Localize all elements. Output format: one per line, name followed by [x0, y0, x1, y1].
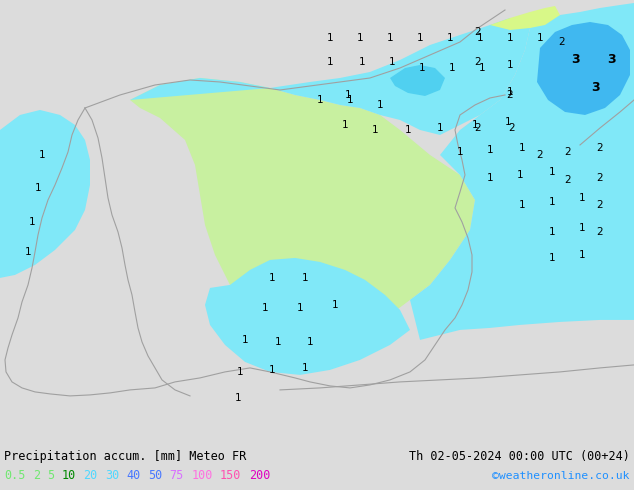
Text: 1: 1 — [548, 197, 555, 207]
Polygon shape — [0, 110, 90, 278]
Text: 1: 1 — [507, 33, 514, 43]
Text: 1: 1 — [29, 217, 36, 227]
Text: 1: 1 — [437, 123, 443, 133]
Text: ©weatheronline.co.uk: ©weatheronline.co.uk — [493, 471, 630, 481]
Text: 1: 1 — [327, 57, 333, 67]
Text: 1: 1 — [579, 193, 585, 203]
Text: 1: 1 — [548, 253, 555, 263]
Polygon shape — [130, 78, 475, 340]
Text: 2: 2 — [559, 37, 566, 47]
Text: 1: 1 — [307, 337, 313, 347]
Text: 1: 1 — [505, 117, 511, 127]
Text: 1: 1 — [372, 125, 378, 135]
Text: 1: 1 — [477, 33, 483, 43]
Text: 1: 1 — [275, 337, 281, 347]
Text: Th 02-05-2024 00:00 UTC (00+24): Th 02-05-2024 00:00 UTC (00+24) — [409, 450, 630, 463]
Text: 1: 1 — [235, 393, 242, 403]
Polygon shape — [410, 3, 634, 340]
Text: 1: 1 — [519, 143, 526, 153]
Polygon shape — [0, 0, 634, 446]
Text: 2: 2 — [33, 469, 40, 483]
Text: 200: 200 — [249, 469, 270, 483]
Text: 1: 1 — [417, 33, 424, 43]
Text: 1: 1 — [35, 183, 41, 193]
Text: 2: 2 — [597, 227, 604, 237]
Text: 5: 5 — [47, 469, 55, 483]
Text: 1: 1 — [359, 57, 365, 67]
Text: 1: 1 — [517, 170, 523, 180]
Polygon shape — [537, 22, 630, 115]
Text: 1: 1 — [472, 120, 478, 130]
Text: 20: 20 — [83, 469, 98, 483]
Text: 1: 1 — [317, 95, 323, 105]
Text: 3: 3 — [571, 53, 579, 67]
Text: 1: 1 — [579, 250, 585, 260]
Text: 1: 1 — [377, 100, 384, 110]
Text: 2: 2 — [597, 200, 604, 210]
Text: 1: 1 — [347, 95, 353, 105]
Text: 1: 1 — [487, 145, 493, 155]
Text: 1: 1 — [269, 273, 275, 283]
Text: 1: 1 — [302, 363, 308, 373]
Text: 1: 1 — [519, 200, 526, 210]
Polygon shape — [205, 258, 410, 375]
Text: 0.5: 0.5 — [4, 469, 25, 483]
Text: 1: 1 — [447, 33, 453, 43]
Text: 2: 2 — [565, 147, 571, 157]
Polygon shape — [390, 65, 445, 96]
Text: 100: 100 — [191, 469, 212, 483]
Text: 1: 1 — [387, 33, 393, 43]
Text: Precipitation accum. [mm] Meteo FR: Precipitation accum. [mm] Meteo FR — [4, 450, 246, 463]
Text: 2: 2 — [565, 175, 571, 185]
Text: 1: 1 — [456, 147, 463, 157]
Polygon shape — [490, 6, 560, 30]
Text: 30: 30 — [105, 469, 119, 483]
Text: 2: 2 — [475, 57, 481, 67]
Text: 75: 75 — [170, 469, 184, 483]
Text: 2: 2 — [475, 123, 481, 133]
Text: 1: 1 — [269, 365, 275, 375]
Text: 1: 1 — [39, 150, 45, 160]
Text: 1: 1 — [389, 57, 396, 67]
Text: 1: 1 — [357, 33, 363, 43]
Polygon shape — [130, 18, 530, 135]
Text: 1: 1 — [548, 167, 555, 177]
Text: 1: 1 — [327, 33, 333, 43]
Text: 1: 1 — [236, 367, 243, 377]
Text: 1: 1 — [297, 303, 303, 313]
Text: 10: 10 — [61, 469, 76, 483]
Text: 2: 2 — [537, 150, 543, 160]
Text: 1: 1 — [262, 303, 268, 313]
Text: 1: 1 — [507, 60, 514, 70]
Text: 1: 1 — [345, 90, 351, 100]
Text: 3: 3 — [591, 81, 599, 95]
Text: 1: 1 — [449, 63, 455, 73]
Text: 2: 2 — [507, 90, 514, 100]
Text: 2: 2 — [508, 123, 515, 133]
Text: 1: 1 — [242, 335, 249, 345]
Text: 50: 50 — [148, 469, 162, 483]
Text: 2: 2 — [475, 27, 481, 37]
Text: 1: 1 — [25, 247, 31, 257]
Text: 1: 1 — [487, 173, 493, 183]
Text: 1: 1 — [479, 63, 485, 73]
Text: 1: 1 — [404, 125, 411, 135]
Text: 1: 1 — [507, 87, 514, 97]
Text: 1: 1 — [537, 33, 543, 43]
Text: 1: 1 — [342, 120, 348, 130]
Text: 1: 1 — [332, 300, 339, 310]
Text: 150: 150 — [220, 469, 242, 483]
Text: 40: 40 — [126, 469, 141, 483]
Text: 1: 1 — [579, 223, 585, 233]
Text: 1: 1 — [548, 227, 555, 237]
Text: 1: 1 — [418, 63, 425, 73]
Text: 2: 2 — [597, 143, 604, 153]
Text: 2: 2 — [597, 173, 604, 183]
Text: 3: 3 — [607, 53, 616, 67]
Text: 1: 1 — [302, 273, 308, 283]
